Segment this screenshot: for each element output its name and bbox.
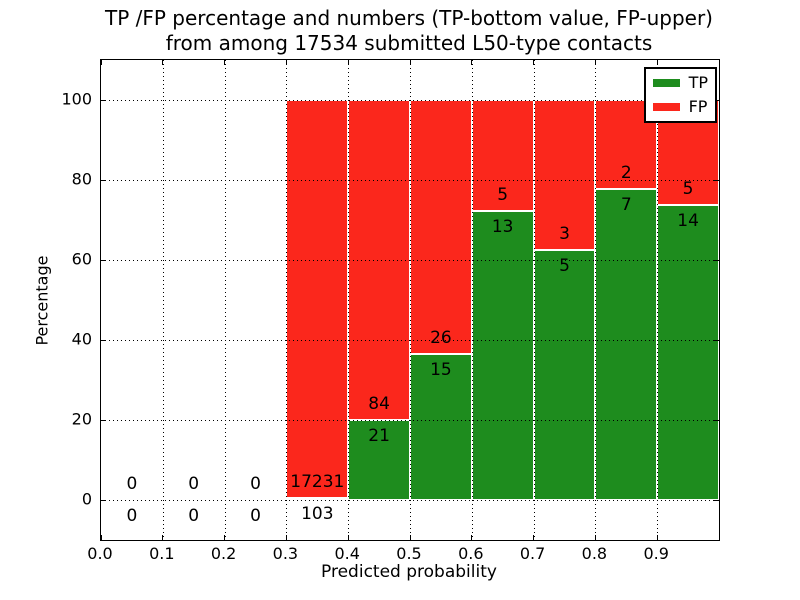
tp-count-label: 15 [430,359,452,380]
fp-count-label: 17231 [290,471,345,492]
v-gridline [657,60,659,540]
x-tick-bottom [409,535,411,540]
fp-bar [471,100,534,212]
x-tick-top [471,60,473,65]
x-tick-label: 0.6 [458,544,484,563]
x-tick-bottom [347,535,349,540]
y-tick-left [101,339,106,341]
x-tick-top [409,60,411,65]
tp-bar [410,353,472,500]
x-tick-label: 0.4 [334,544,360,563]
fp-legend-label: FP [688,97,708,116]
x-tick-bottom [224,535,226,540]
y-tick-label: 40 [71,329,92,349]
x-tick-label: 0.3 [272,544,299,563]
y-tick-label: 20 [71,409,92,429]
x-tick-label: 0.9 [643,544,669,563]
v-gridline [348,60,350,540]
chart-title-line1: TP /FP percentage and numbers (TP-bottom… [105,6,713,30]
x-tick-bottom [471,535,473,540]
y-tick-left [101,179,106,181]
fp-count-label: 5 [497,185,509,206]
fp-bar [410,100,472,354]
v-gridline [224,60,226,540]
tp-legend-label: TP [688,73,708,92]
y-tick-left [101,499,106,501]
tp-count-label: 5 [559,256,570,276]
tp-count-label: 0 [250,506,261,526]
fp-swatch-icon [652,103,680,111]
v-gridline [286,60,288,540]
x-tick-top [656,60,658,65]
x-tick-top [100,60,102,65]
v-gridline [410,60,411,540]
y-tick-label: 100 [61,89,92,109]
y-tick-label: 0 [81,489,92,509]
x-tick-bottom [656,535,658,540]
fp-count-label: 3 [559,224,570,244]
tp-count-label: 14 [677,211,699,232]
tp-count-label: 0 [126,506,138,526]
x-tick-bottom [594,535,596,540]
plot-area: TP FP 0 0 0 0 0 0 17231 103 84 21 26 15 5 13 3 5 2 7 5 14 [100,59,720,541]
tp-bar [595,188,658,500]
y-tick-left [101,259,106,261]
y-tick-left [101,99,106,101]
tp-count-label: 103 [301,503,334,524]
y-tick-left [101,419,106,421]
tp-bar [657,205,719,500]
x-axis-label: Predicted probability [321,562,497,582]
x-tick-top [594,60,596,65]
legend-entry-tp: TP [652,73,708,92]
tp-count-label: 7 [620,194,632,215]
y-tick-label: 80 [71,169,92,189]
legend: TP FP [643,67,717,123]
x-tick-top [162,60,164,65]
x-tick-label: 0.0 [87,544,113,563]
y-tick-label: 60 [71,249,92,269]
fp-count-label: 2 [620,162,632,183]
tp-count-label: 13 [491,217,514,238]
x-tick-label: 0.1 [149,544,175,563]
legend-entry-fp: FP [652,97,708,116]
x-tick-bottom [162,535,164,540]
tp-bar [348,420,410,500]
fp-count-label: 84 [368,394,390,414]
x-tick-bottom [100,535,102,540]
y-axis-label: Percentage [32,255,52,346]
tp-bar [533,250,596,500]
x-tick-label: 0.2 [210,544,237,563]
fp-count-label: 0 [126,474,138,494]
x-tick-bottom [533,535,535,540]
x-tick-top [285,60,287,65]
fp-count-label: 0 [250,474,261,494]
tp-swatch-icon [652,79,680,87]
y-tick-right [714,339,719,341]
v-gridline [533,60,535,540]
tp-bar [471,211,534,500]
x-tick-top [347,60,349,65]
x-tick-label: 0.5 [396,544,422,563]
y-tick-right [714,419,719,421]
y-tick-right [714,179,719,181]
tp-count-label: 21 [368,426,390,446]
x-tick-bottom [285,535,287,540]
x-tick-top [224,60,226,65]
y-tick-right [714,499,719,501]
x-tick-label: 0.8 [581,544,608,563]
y-tick-right [714,259,719,261]
chart-title-line2: from among 17534 submitted L50-type cont… [165,31,653,55]
fp-count-label: 26 [430,327,452,348]
fp-count-label: 5 [682,179,694,200]
v-gridline [595,60,597,540]
tp-count-label: 0 [188,506,200,526]
fp-count-label: 0 [188,474,200,494]
x-tick-label: 0.7 [519,544,546,563]
v-gridline [471,60,473,540]
fp-bar [286,100,349,498]
v-gridline [162,60,164,540]
x-tick-top [533,60,535,65]
